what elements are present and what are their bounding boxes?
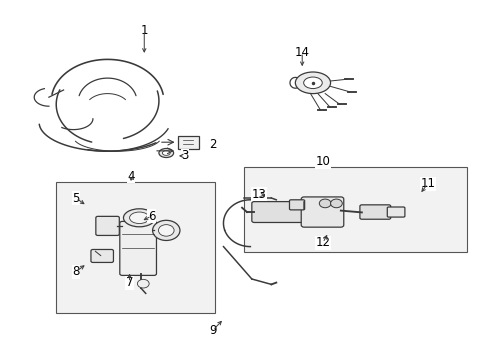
Text: 10: 10 bbox=[315, 156, 329, 168]
Bar bbox=[177, 136, 199, 149]
FancyBboxPatch shape bbox=[289, 200, 304, 210]
Circle shape bbox=[152, 220, 180, 240]
Circle shape bbox=[330, 199, 342, 208]
FancyBboxPatch shape bbox=[120, 221, 156, 275]
FancyBboxPatch shape bbox=[96, 216, 119, 235]
Text: 9: 9 bbox=[208, 324, 216, 337]
Ellipse shape bbox=[295, 72, 330, 94]
Circle shape bbox=[319, 199, 330, 208]
Ellipse shape bbox=[123, 209, 155, 227]
Text: 1: 1 bbox=[140, 24, 148, 37]
Text: 3: 3 bbox=[181, 149, 188, 162]
Text: 2: 2 bbox=[208, 138, 216, 150]
Text: 6: 6 bbox=[147, 210, 155, 222]
Text: 4: 4 bbox=[127, 170, 135, 183]
Ellipse shape bbox=[159, 149, 173, 158]
FancyBboxPatch shape bbox=[251, 202, 303, 222]
Text: 7: 7 bbox=[125, 276, 133, 289]
FancyBboxPatch shape bbox=[301, 197, 343, 227]
Text: 5: 5 bbox=[72, 192, 80, 204]
Text: 12: 12 bbox=[315, 237, 329, 249]
Text: 13: 13 bbox=[251, 188, 266, 201]
Text: 11: 11 bbox=[420, 177, 434, 190]
Circle shape bbox=[158, 225, 174, 236]
Ellipse shape bbox=[303, 77, 322, 89]
Bar bbox=[244, 167, 466, 252]
FancyBboxPatch shape bbox=[386, 207, 404, 217]
Text: 8: 8 bbox=[72, 265, 80, 278]
Ellipse shape bbox=[129, 212, 149, 224]
Ellipse shape bbox=[162, 151, 170, 156]
Text: 14: 14 bbox=[294, 46, 309, 59]
Bar bbox=[56, 182, 215, 313]
Circle shape bbox=[137, 279, 149, 288]
FancyBboxPatch shape bbox=[91, 249, 113, 262]
FancyBboxPatch shape bbox=[359, 205, 390, 219]
